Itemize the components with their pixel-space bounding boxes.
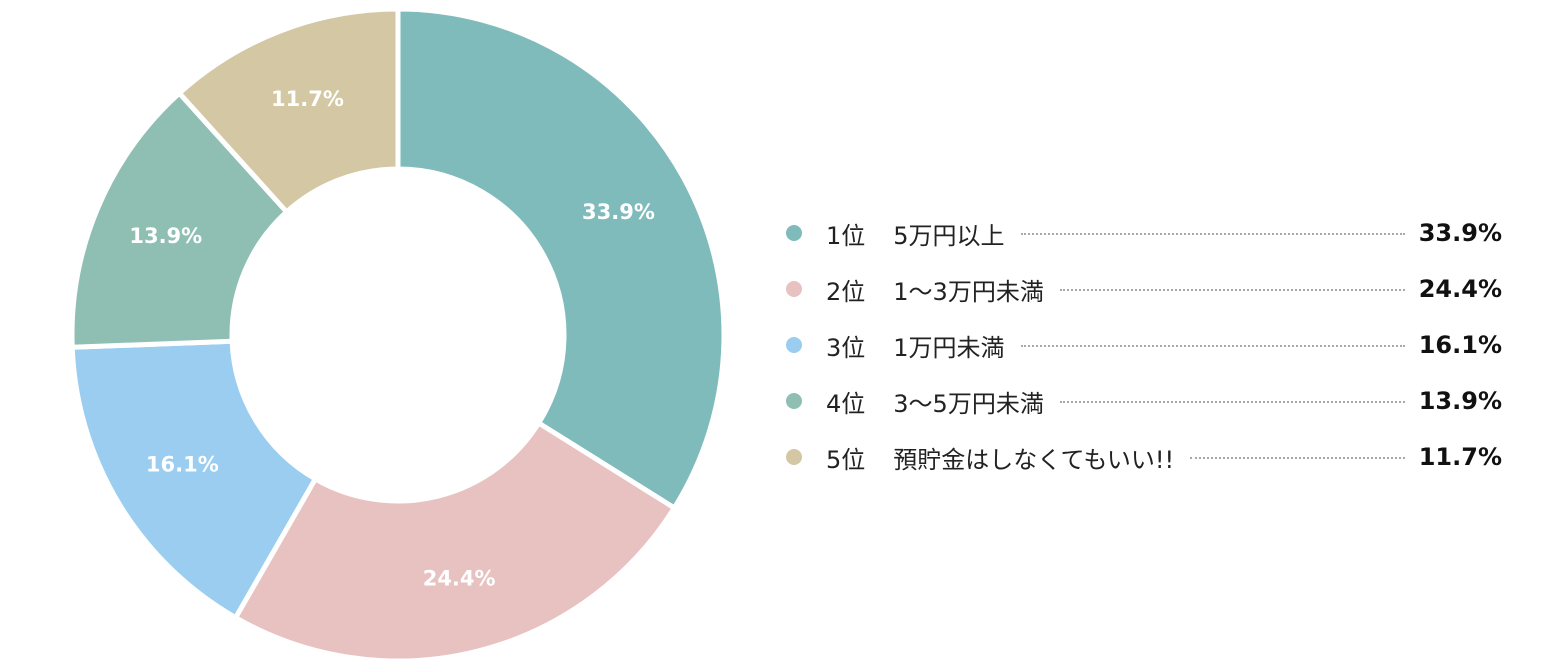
legend-dotted-leader <box>1190 457 1405 459</box>
legend-rank: 5位 <box>826 445 866 474</box>
slice-value-label-3: 16.1% <box>146 452 219 476</box>
legend-value: 16.1% <box>1418 331 1502 359</box>
slice-value-label-4: 13.9% <box>129 224 202 248</box>
legend-value: 11.7% <box>1418 443 1502 471</box>
legend-category: 3〜5万円未満 <box>893 389 1044 418</box>
legend-rank: 2位 <box>826 277 866 306</box>
legend-item-3: 3位 1万円未満 16.1% <box>786 317 1502 373</box>
donut-slice-2 <box>233 420 677 664</box>
donut-slice-4 <box>69 90 290 350</box>
legend-category: 5万円以上 <box>893 221 1005 250</box>
legend-dotted-leader <box>1059 401 1405 403</box>
donut-slice-labels: 33.9% 24.4% 16.1% 13.9% 11.7% <box>129 87 655 591</box>
donut-slice-3 <box>69 338 318 621</box>
slice-value-label-5: 11.7% <box>271 87 344 111</box>
legend-rank: 1位 <box>826 221 866 250</box>
donut-slice-1 <box>395 6 727 511</box>
legend-dotted-leader <box>1059 289 1405 291</box>
legend-rank: 3位 <box>826 333 866 362</box>
legend-category: 1万円未満 <box>893 333 1005 362</box>
legend-dotted-leader <box>1020 233 1405 235</box>
slice-value-label-1: 33.9% <box>582 200 655 224</box>
legend-value: 13.9% <box>1418 387 1502 415</box>
legend-category: 預貯金はしなくてもいい!! <box>893 445 1175 474</box>
legend-color-dot <box>786 281 802 297</box>
slice-value-label-2: 24.4% <box>423 566 496 590</box>
donut-slice-5 <box>176 6 401 215</box>
legend-item-2: 2位 1〜3万円未満 24.4% <box>786 261 1502 317</box>
donut-slices <box>69 6 727 664</box>
legend-dotted-leader <box>1020 345 1405 347</box>
legend-category: 1〜3万円未満 <box>893 277 1044 306</box>
donut-chart-svg: 33.9% 24.4% 16.1% 13.9% 11.7% <box>69 6 727 664</box>
legend-color-dot <box>786 337 802 353</box>
legend-value: 33.9% <box>1418 219 1502 247</box>
legend-color-dot <box>786 393 802 409</box>
legend-value: 24.4% <box>1418 275 1502 303</box>
chart-legend: 1位 5万円以上 33.9% 2位 1〜3万円未満 24.4% 3位 1万円未満 16.1% 4位… <box>786 205 1502 485</box>
legend-item-1: 1位 5万円以上 33.9% <box>786 205 1502 261</box>
legend-item-4: 4位 3〜5万円未満 13.9% <box>786 373 1502 429</box>
legend-color-dot <box>786 449 802 465</box>
legend-rank: 4位 <box>826 389 866 418</box>
legend-item-5: 5位 預貯金はしなくてもいい!! 11.7% <box>786 429 1502 485</box>
legend-color-dot <box>786 225 802 241</box>
